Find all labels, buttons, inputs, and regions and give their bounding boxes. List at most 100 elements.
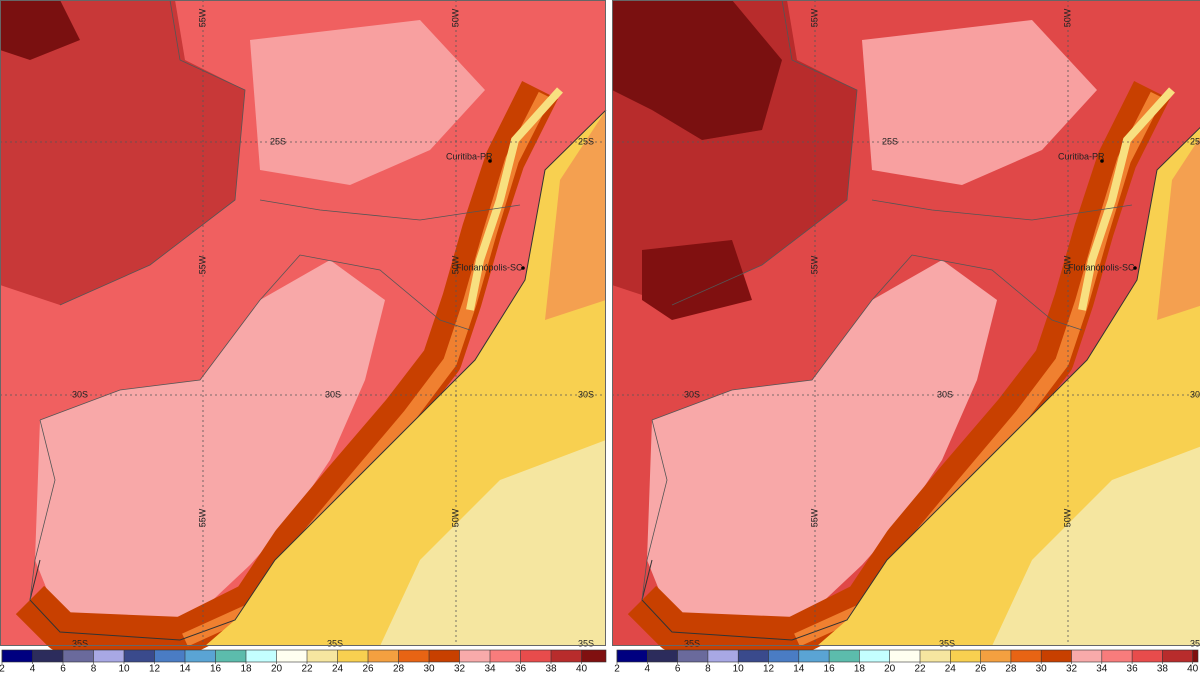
colorbar-label: 10: [118, 664, 130, 675]
latitude-label: 25S: [578, 136, 594, 146]
colorbar-label: 14: [793, 664, 805, 675]
longitude-label: 50W: [450, 8, 460, 27]
colorbar-swatch: [581, 650, 606, 662]
latitude-label: 30S: [937, 389, 953, 399]
city-label: Florianópolis-SC: [456, 262, 523, 272]
colorbar-label: 38: [545, 664, 557, 675]
colorbar-swatch: [2, 650, 33, 662]
longitude-label: 55W: [197, 508, 207, 527]
colorbar-swatch: [337, 650, 368, 662]
hot-region: [642, 240, 752, 320]
colorbar: 2 4 6 8 10 12 14 16 18 20 22 24 26 28 30 32 34 36 38 40: [614, 649, 1199, 675]
colorbar-swatch: [829, 650, 860, 662]
colorbar-swatch: [32, 650, 63, 662]
hot-region: [612, 0, 782, 140]
colorbar-swatch: [520, 650, 551, 662]
colorbar-swatch: [185, 650, 216, 662]
colorbar-swatch: [1192, 650, 1198, 662]
colorbar-swatch: [307, 650, 338, 662]
city-label: Curitiba-PR: [1058, 151, 1105, 161]
mild-region: [862, 20, 1097, 185]
colorbar: 2 4 6 8 10 12 14 16 18 20 22 24 26 28 30 32 34 36 38 40: [0, 649, 607, 675]
colorbar-label: 18: [240, 664, 252, 675]
colorbar-swatch: [1132, 650, 1163, 662]
border-line: [59, 0, 246, 306]
colorbar-swatch: [398, 650, 429, 662]
colorbar-swatch: [429, 650, 460, 662]
colorbar-label: 30: [423, 664, 435, 675]
colorbar-swatch: [738, 650, 769, 662]
colorbar-swatch: [980, 650, 1011, 662]
longitude-label: 55W: [809, 8, 819, 27]
colorbar-label: 20: [271, 664, 283, 675]
city-marker: [521, 266, 525, 270]
colorbar-swatch: [490, 650, 521, 662]
longitude-label: 50W: [1062, 508, 1072, 527]
city-label: Florianópolis-SC: [1068, 262, 1135, 272]
colorbar-label: 22: [301, 664, 313, 675]
latitude-label: 35S: [684, 638, 700, 648]
border-line: [641, 419, 668, 601]
latitude-label: 30S: [72, 389, 88, 399]
colorbar-label: 28: [1005, 664, 1017, 675]
colorbar-label: 40: [576, 664, 588, 675]
colorbar-label: 16: [210, 664, 222, 675]
latitude-label: 35S: [1190, 638, 1200, 648]
latitude-label: 35S: [327, 638, 343, 648]
city-label: Curitiba-PR: [446, 151, 493, 161]
hot-region: [0, 0, 80, 60]
mild-region: [647, 260, 997, 632]
mild-region: [35, 260, 385, 632]
border-line: [871, 199, 1133, 221]
latitude-label: 30S: [1190, 389, 1200, 399]
colorbar-swatch: [617, 650, 648, 662]
colorbar-label: 22: [914, 664, 926, 675]
border-line: [29, 419, 56, 601]
colorbar-label: 36: [1127, 664, 1139, 675]
colorbar-label: 26: [362, 664, 374, 675]
latitude-label: 35S: [72, 638, 88, 648]
colorbar-swatch: [1041, 650, 1072, 662]
colorbar-label: 14: [179, 664, 191, 675]
longitude-label: 55W: [809, 508, 819, 527]
colorbar-label: 20: [884, 664, 896, 675]
colorbar-swatch: [124, 650, 155, 662]
latitude-label: 30S: [325, 389, 341, 399]
colorbar-swatch: [154, 650, 185, 662]
ocean-far: [380, 440, 606, 646]
colorbar-swatch: [707, 650, 739, 662]
colorbar-label: 10: [733, 664, 745, 675]
colorbar-label: 34: [1096, 664, 1108, 675]
longitude-label: 55W: [809, 255, 819, 274]
colorbar-label: 12: [763, 664, 775, 675]
colorbar-label: 6: [60, 664, 66, 675]
colorbar-label: 38: [1157, 664, 1169, 675]
warm-region: [0, 0, 245, 305]
ocean-near: [1157, 137, 1200, 320]
cool-highlight: [1078, 87, 1175, 311]
colorbar-swatch: [276, 650, 307, 662]
colorbar-swatch: [63, 650, 94, 662]
city-marker: [488, 159, 492, 163]
colorbar-swatch: [920, 650, 951, 662]
latitude-label: 30S: [684, 389, 700, 399]
colorbar-label: 6: [675, 664, 681, 675]
colorbar-swatch: [1101, 650, 1133, 662]
longitude-label: 50W: [1062, 8, 1072, 27]
colorbar-swatch: [768, 650, 799, 662]
colorbar-label: 24: [945, 664, 957, 675]
border-line: [259, 199, 521, 221]
colorbar-label: 4: [645, 664, 651, 675]
colorbar-label: 8: [705, 664, 711, 675]
colorbar-label: 18: [854, 664, 866, 675]
longitude-label: 55W: [197, 255, 207, 274]
colorbar-label: 16: [824, 664, 836, 675]
coastline: [29, 109, 607, 641]
border-line: [39, 254, 471, 421]
colorbar-swatch: [1010, 650, 1042, 662]
latitude-label: 35S: [578, 638, 594, 648]
latitude-label: 25S: [1190, 136, 1200, 146]
colorbar-label: 28: [393, 664, 405, 675]
colorbar-swatch: [950, 650, 981, 662]
